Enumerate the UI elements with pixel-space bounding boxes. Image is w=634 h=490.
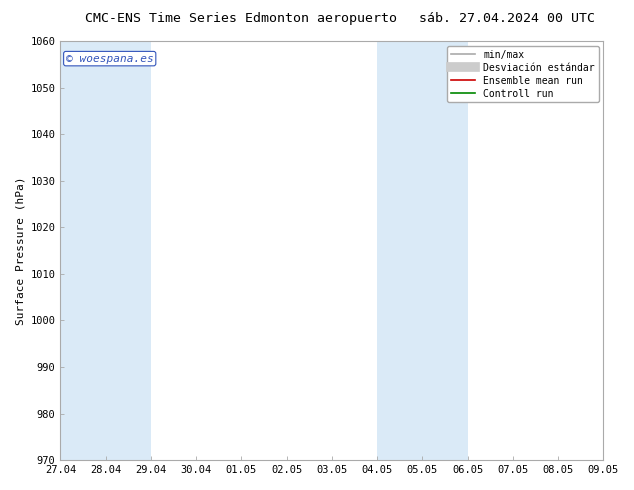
- Text: © woespana.es: © woespana.es: [66, 53, 153, 64]
- Text: sáb. 27.04.2024 00 UTC: sáb. 27.04.2024 00 UTC: [419, 12, 595, 25]
- Bar: [106, 41, 151, 460]
- Bar: [377, 41, 422, 460]
- Text: CMC-ENS Time Series Edmonton aeropuerto: CMC-ENS Time Series Edmonton aeropuerto: [85, 12, 397, 25]
- Y-axis label: Surface Pressure (hPa): Surface Pressure (hPa): [15, 176, 25, 325]
- Bar: [60, 41, 106, 460]
- Bar: [422, 41, 468, 460]
- Legend: min/max, Desviación estándar, Ensemble mean run, Controll run: min/max, Desviación estándar, Ensemble m…: [447, 46, 598, 102]
